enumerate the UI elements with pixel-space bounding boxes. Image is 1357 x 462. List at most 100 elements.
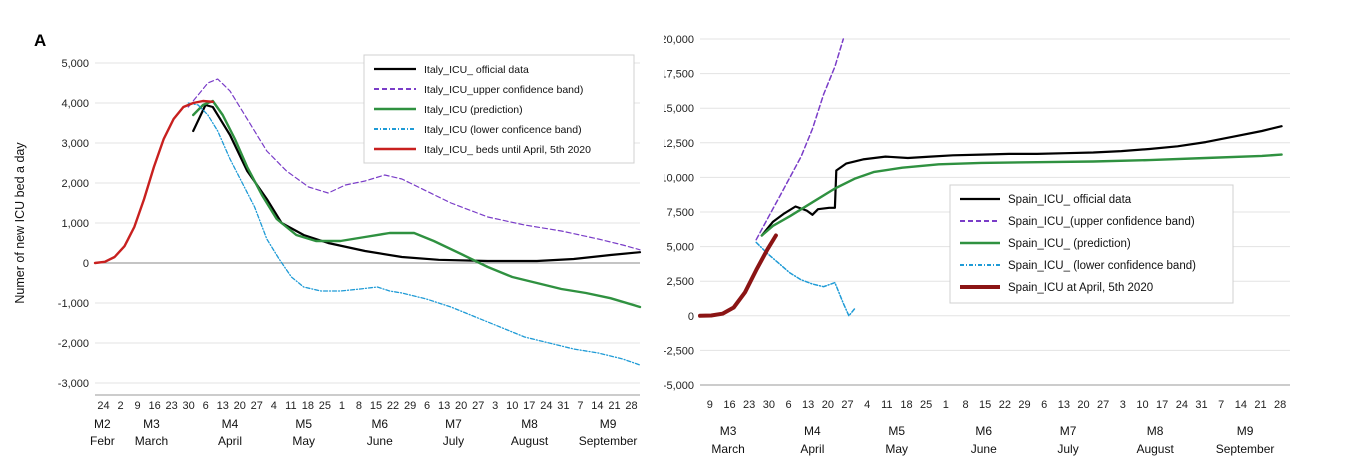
x-day-tick-label: 20 [455,400,467,412]
x-day-tick-label: 20 [822,399,834,411]
x-month-code-label: M9 [600,417,617,431]
x-day-tick-label: 30 [183,400,195,412]
y-tick-label: 15,000 [664,103,694,115]
x-month-name-label: June [971,442,997,456]
x-month-code-label: M7 [1060,424,1077,438]
x-month-name-label: August [511,434,549,448]
x-day-tick-label: 14 [591,400,603,412]
x-day-tick-label: 27 [251,400,263,412]
x-day-tick-label: 20 [1077,399,1089,411]
x-month-code-label: M3 [720,424,737,438]
y-tick-label: -1,000 [58,298,89,310]
x-day-tick-label: 30 [763,399,775,411]
y-tick-label: -5,000 [664,380,694,392]
x-day-tick-label: 6 [785,399,791,411]
series-line [93,99,214,265]
x-day-tick-label: 11 [285,400,296,412]
x-day-tick-label: 13 [217,400,229,412]
series-line [192,99,642,309]
chart-panel-b: 20,00017,50015,00012,50010,0007,5005,000… [664,0,1357,462]
legend-label: Spain_ICU_(upper confidence band) [1008,216,1195,228]
x-month-code-label: M5 [888,424,905,438]
x-month-code-label: M8 [521,417,538,431]
x-day-tick-label: 16 [723,399,735,411]
x-month-code-label: M4 [804,424,821,438]
x-day-tick-label: 29 [1018,399,1030,411]
x-day-tick-label: 20 [234,400,246,412]
x-day-tick-label: 17 [523,400,535,412]
y-tick-label: 0 [83,258,89,270]
x-day-tick-label: 1 [943,399,949,411]
x-day-tick-label: 29 [404,400,416,412]
x-month-name-label: March [711,442,744,456]
chart-b-svg: 20,00017,50015,00012,50010,0007,5005,000… [664,34,1290,456]
x-day-tick-label: 23 [743,399,755,411]
legend-label: Italy_ICU_ official data [424,64,529,76]
x-day-tick-label: 3 [1120,399,1126,411]
x-day-tick-label: 13 [438,400,450,412]
x-day-tick-label: 15 [370,400,382,412]
x-day-tick-label: 9 [707,399,713,411]
y-tick-label: 10,000 [664,172,694,184]
y-tick-label: 20,000 [664,34,694,46]
y-tick-label: 0 [688,311,694,323]
y-tick-label: 3,000 [61,138,89,150]
x-day-tick-label: 23 [166,400,178,412]
x-month-code-label: M7 [445,417,462,431]
x-day-tick-label: 7 [577,400,583,412]
series-line [760,125,1283,237]
x-day-tick-label: 4 [864,399,870,411]
y-axis-label: Numer of new ICU bed a day [13,142,27,304]
x-day-tick-label: 24 [540,400,552,412]
x-day-tick-label: 27 [1097,399,1109,411]
legend-label: Italy_ICU_ beds until April, 5th 2020 [424,144,591,156]
y-tick-label: 1,000 [61,218,89,230]
x-day-tick-label: 10 [1136,399,1148,411]
series-line [192,103,642,263]
y-tick-label: -2,000 [58,338,89,350]
x-day-tick-label: 17 [1156,399,1168,411]
x-month-name-label: June [367,434,393,448]
x-day-tick-label: 21 [608,400,620,412]
series-line [755,241,856,317]
y-tick-label: 12,500 [664,138,694,150]
legend-label: Spain_ICU_ official data [1008,194,1132,206]
x-month-name-label: August [1136,442,1174,456]
legend-label: Italy_ICU (lower conficence band) [424,124,582,136]
series-line [755,38,845,241]
x-month-code-label: M4 [222,417,239,431]
x-day-tick-label: 21 [1254,399,1266,411]
x-day-tick-label: 14 [1235,399,1247,411]
x-day-tick-label: 28 [1274,399,1286,411]
x-month-name-label: May [292,434,315,448]
x-day-tick-label: 13 [802,399,814,411]
x-day-tick-label: 16 [148,400,160,412]
x-day-tick-label: 1 [339,400,345,412]
series-line [187,102,641,366]
x-month-name-label: March [135,434,168,448]
y-tick-label: 5,000 [666,242,694,254]
x-month-name-label: May [885,442,908,456]
y-tick-label: 17,500 [664,69,694,81]
y-tick-label: 2,500 [666,276,694,288]
x-day-tick-label: 31 [1195,399,1207,411]
x-month-name-label: July [443,434,464,448]
legend-label: Spain_ICU_ (prediction) [1008,238,1131,250]
x-day-tick-label: 25 [920,399,932,411]
y-tick-label: -3,000 [58,378,89,390]
x-day-tick-label: 27 [841,399,853,411]
x-day-tick-label: 6 [1041,399,1047,411]
y-tick-label: 2,000 [61,178,89,190]
x-day-tick-label: 9 [135,400,141,412]
x-month-name-label: September [579,434,638,448]
x-day-tick-label: 2 [117,400,123,412]
x-month-name-label: July [1057,442,1078,456]
legend-label: Spain_ICU at April, 5th 2020 [1008,282,1153,294]
x-month-name-label: April [218,434,242,448]
y-tick-label: 7,500 [666,207,694,219]
legend-label: Italy_ICU_upper confidence band) [424,84,583,96]
x-day-tick-label: 22 [387,400,399,412]
x-day-tick-label: 18 [302,400,314,412]
x-month-code-label: M3 [143,417,160,431]
x-month-code-label: M9 [1237,424,1254,438]
